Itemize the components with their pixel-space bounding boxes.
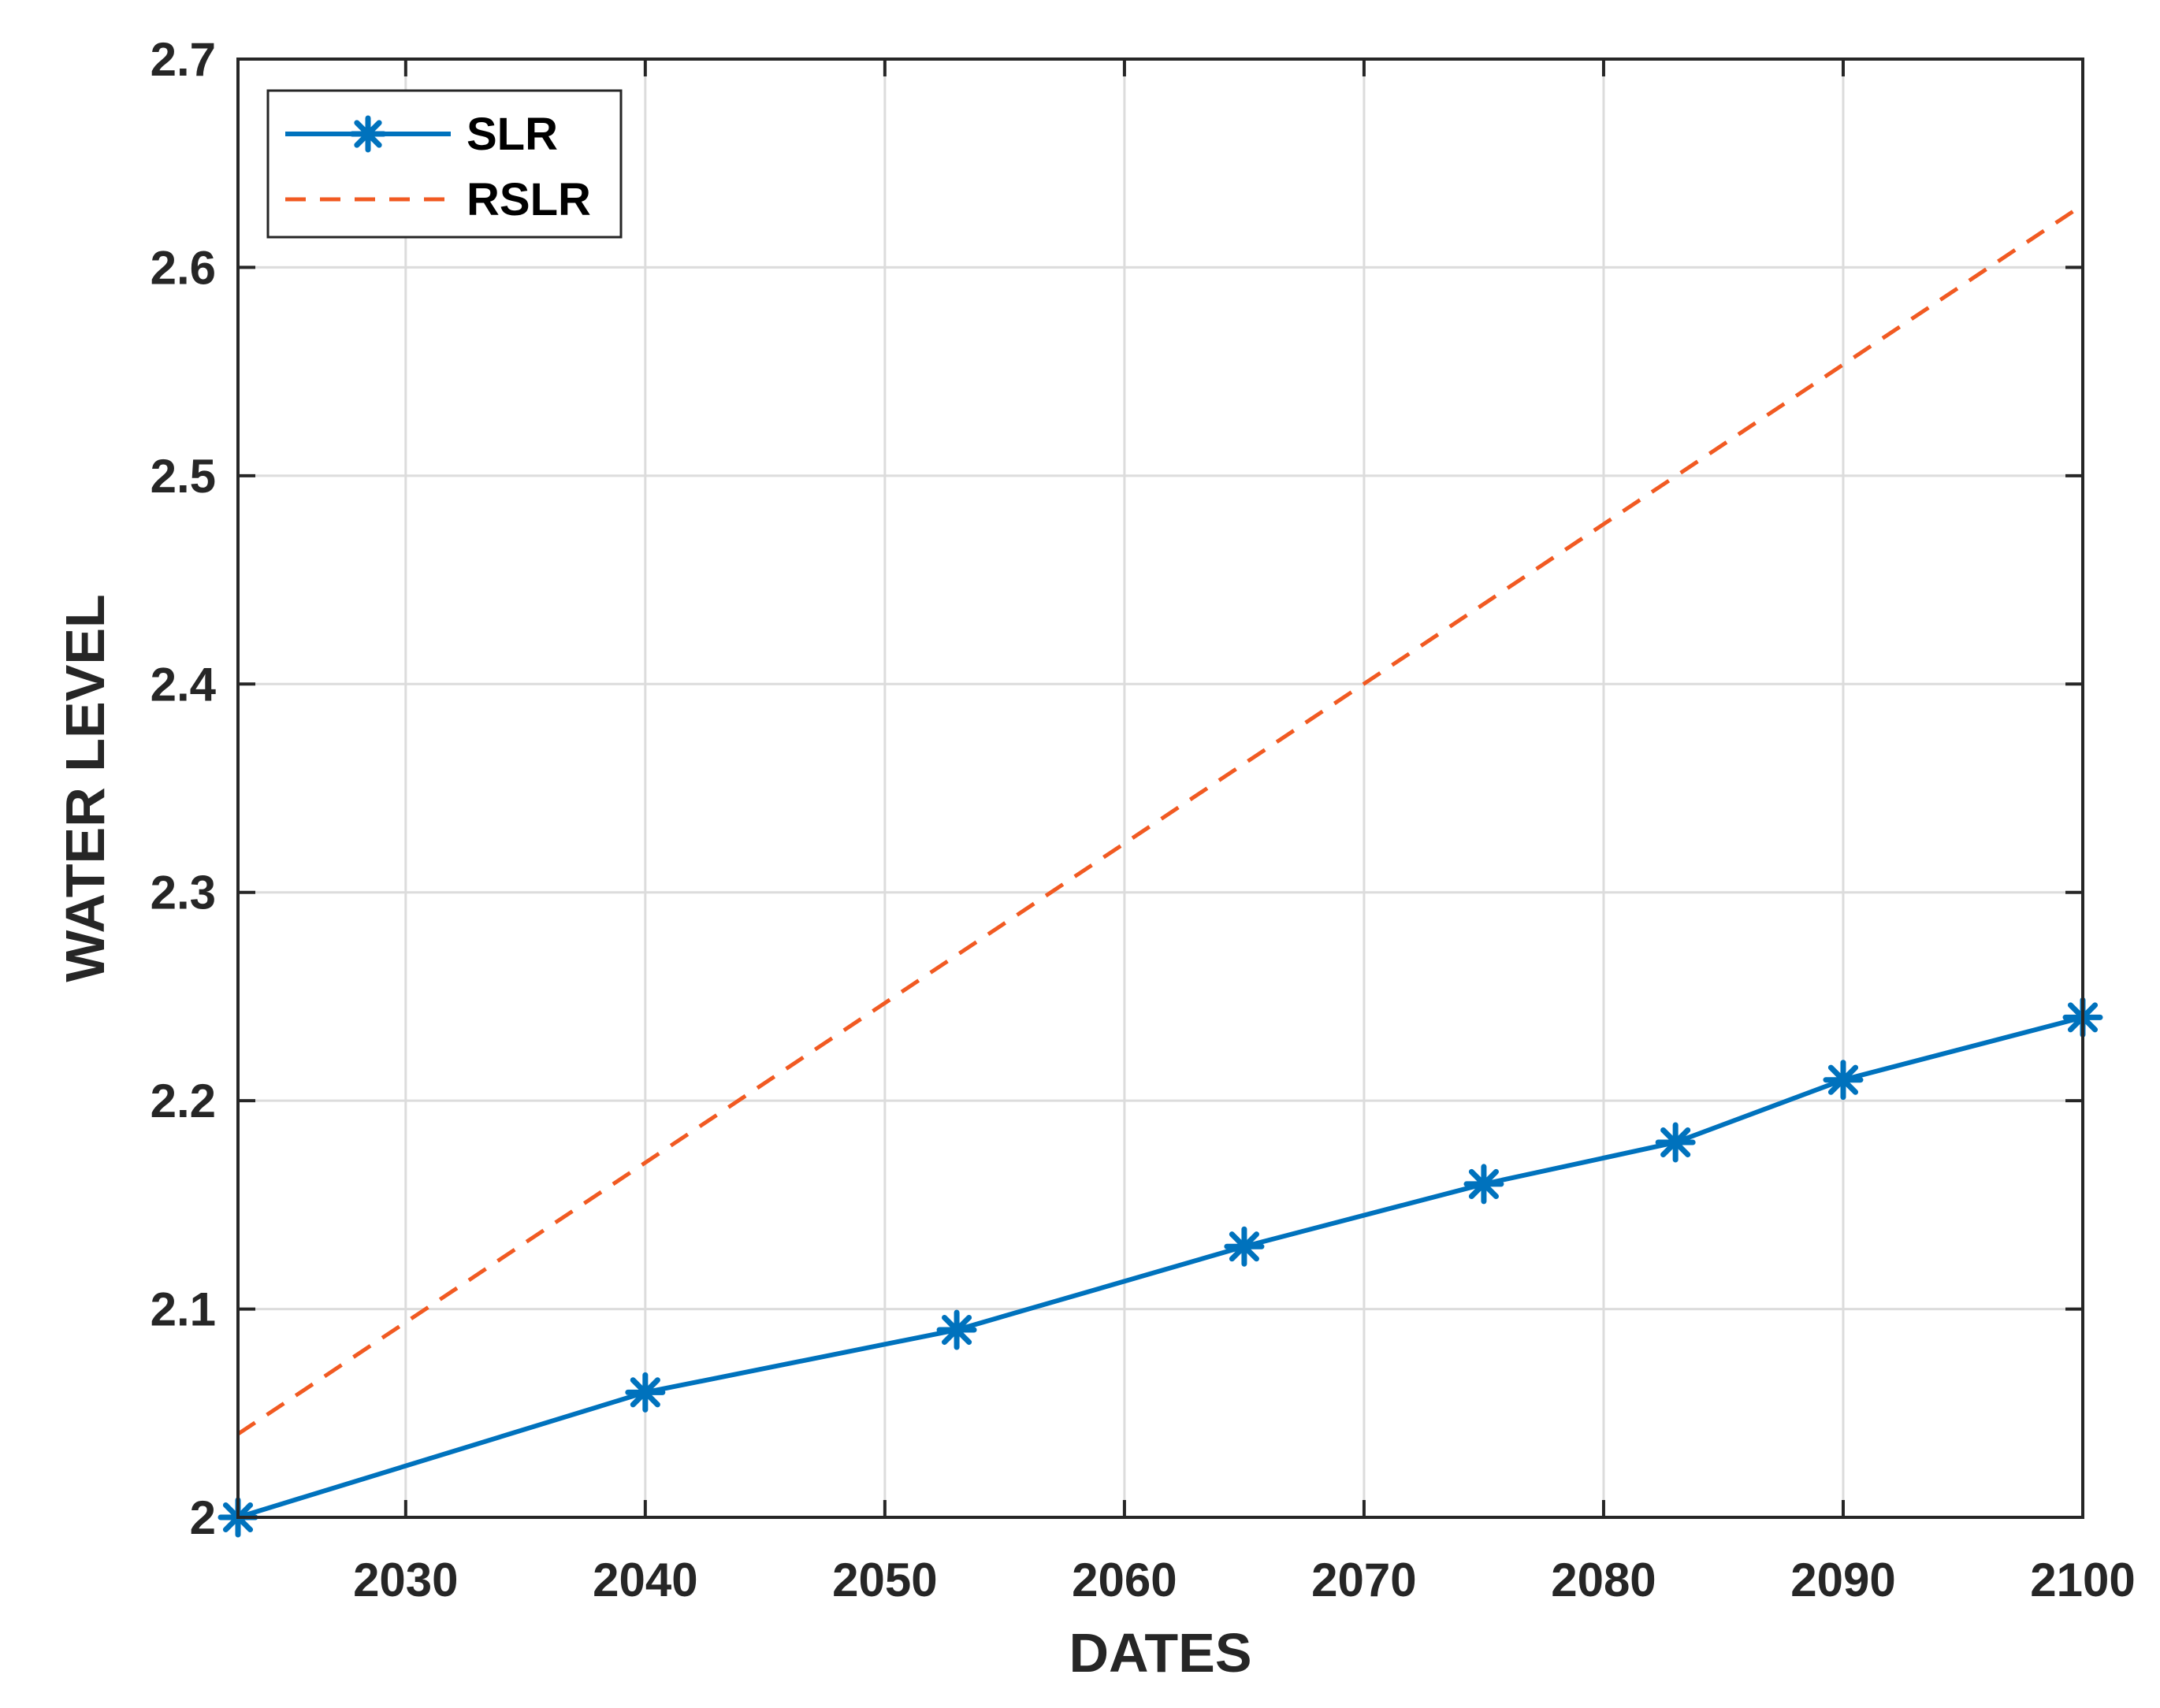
y-tick-label: 2.2: [151, 1075, 216, 1127]
y-axis-title: WATER LEVEL: [54, 594, 116, 982]
data-point-slr: [1463, 1164, 1504, 1205]
axis-ticks: [238, 58, 2084, 1519]
x-tick-label: 2080: [1551, 1554, 1656, 1606]
x-tick-label: 2050: [832, 1554, 937, 1606]
data-point-slr: [936, 1309, 977, 1350]
marker-stroke: [354, 120, 382, 148]
y-tick-label: 2.1: [151, 1283, 216, 1336]
marker-stroke: [1468, 1168, 1499, 1199]
legend-label-rslr: RSLR: [467, 174, 591, 225]
x-tick-label: 2090: [1790, 1554, 1895, 1606]
legend-label-slr: SLR: [467, 109, 558, 160]
x-tick-label: 2030: [353, 1554, 458, 1606]
data-point-slr: [1823, 1060, 1864, 1101]
data-point-slr: [1224, 1226, 1265, 1267]
marker-stroke: [630, 1377, 660, 1408]
y-tick-label: 2.7: [151, 33, 216, 86]
legend-marker-stroke: [349, 115, 387, 153]
data-point-slr: [1655, 1122, 1696, 1163]
y-tick-label: 2.6: [151, 241, 216, 294]
x-tick-label: 2100: [2030, 1554, 2135, 1606]
y-tick-label: 2.4: [151, 658, 217, 711]
legend: SLR RSLR: [266, 89, 623, 239]
series-line-slr: [237, 1015, 2084, 1520]
x-axis-title: DATES: [1069, 1622, 1251, 1684]
x-tick-label: 2040: [593, 1554, 697, 1606]
legend-marker-slr: [349, 115, 387, 153]
marker-stroke: [1229, 1231, 1259, 1262]
marker-stroke: [942, 1314, 972, 1346]
data-point-slr: [625, 1372, 666, 1413]
marker-stroke: [1660, 1127, 1691, 1158]
plot-area-frame: [236, 58, 2084, 1519]
marker-stroke: [1827, 1064, 1859, 1095]
series-line-rslr: [236, 203, 2084, 1436]
x-tick-label: 2060: [1072, 1554, 1177, 1606]
legend-box: [266, 89, 623, 239]
y-tick-label: 2.3: [151, 867, 216, 919]
plot-series: [217, 203, 2103, 1538]
x-tick-label: 2070: [1311, 1554, 1416, 1606]
tick-labels: 2030 2040 2050 2060 2070 2080 2090 2100 2 2.1 2.2 2…: [151, 33, 2136, 1606]
y-tick-label: 2: [190, 1491, 216, 1544]
grid-lines: [238, 59, 2083, 1517]
y-tick-label: 2.5: [151, 450, 216, 503]
